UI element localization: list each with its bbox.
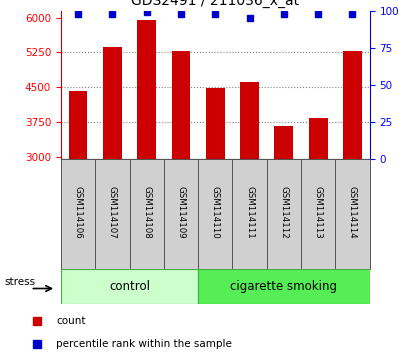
Bar bbox=[164, 159, 198, 269]
Title: GDS2491 / 211036_x_at: GDS2491 / 211036_x_at bbox=[131, 0, 299, 8]
Bar bbox=[267, 159, 301, 269]
Bar bbox=[335, 159, 370, 269]
Bar bbox=[301, 159, 335, 269]
Text: count: count bbox=[56, 316, 86, 326]
Bar bbox=[240, 82, 259, 159]
Text: GSM114108: GSM114108 bbox=[142, 185, 151, 238]
Bar bbox=[103, 47, 122, 159]
Bar bbox=[206, 88, 225, 159]
Bar bbox=[61, 159, 95, 269]
Text: cigarette smoking: cigarette smoking bbox=[230, 280, 337, 293]
Bar bbox=[198, 269, 370, 304]
Bar bbox=[198, 159, 232, 269]
Text: stress: stress bbox=[5, 278, 36, 287]
Text: GSM114109: GSM114109 bbox=[176, 185, 186, 238]
Bar bbox=[309, 118, 328, 159]
Text: control: control bbox=[109, 280, 150, 293]
Text: GSM114107: GSM114107 bbox=[108, 185, 117, 238]
Bar bbox=[68, 91, 87, 159]
Text: GSM114113: GSM114113 bbox=[314, 185, 323, 238]
Text: GSM114110: GSM114110 bbox=[211, 185, 220, 238]
Text: GSM114111: GSM114111 bbox=[245, 185, 254, 238]
Bar bbox=[129, 159, 164, 269]
Bar bbox=[274, 126, 293, 159]
Text: GSM114112: GSM114112 bbox=[279, 185, 289, 238]
Text: GSM114114: GSM114114 bbox=[348, 185, 357, 238]
Text: percentile rank within the sample: percentile rank within the sample bbox=[56, 339, 232, 349]
Bar bbox=[232, 159, 267, 269]
Bar bbox=[61, 269, 198, 304]
Bar bbox=[343, 51, 362, 159]
Text: GSM114106: GSM114106 bbox=[74, 185, 83, 238]
Bar bbox=[171, 51, 190, 159]
Bar bbox=[137, 21, 156, 159]
Bar bbox=[95, 159, 129, 269]
